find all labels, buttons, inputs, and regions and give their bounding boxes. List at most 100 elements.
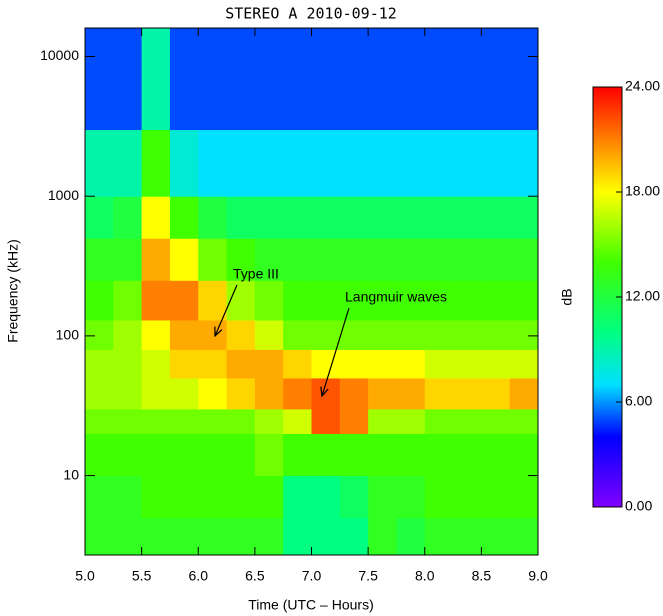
- heatmap-cell: [170, 238, 199, 281]
- heatmap-cell: [170, 518, 199, 556]
- heatmap-cell: [340, 238, 369, 281]
- heatmap-cell: [283, 238, 312, 281]
- heatmap-cell: [510, 378, 539, 409]
- heatmap-cell: [170, 476, 199, 519]
- heatmap-cell: [142, 476, 171, 519]
- y-tick-label: 10: [63, 466, 79, 482]
- heatmap-cell: [255, 28, 284, 130]
- heatmap-cell: [481, 320, 510, 350]
- heatmap-cell: [453, 349, 482, 378]
- heatmap-cell: [142, 196, 171, 239]
- heatmap-cell: [198, 476, 227, 519]
- heatmap-cell: [227, 196, 256, 239]
- heatmap-cell: [453, 196, 482, 239]
- heatmap-cell: [142, 28, 171, 130]
- heatmap-cell: [142, 518, 171, 556]
- heatmap-cell: [368, 434, 397, 477]
- colorbar-label: dB: [559, 288, 575, 305]
- heatmap-cell: [142, 238, 171, 281]
- heatmap-cell: [510, 238, 539, 281]
- heatmap-cell: [368, 238, 397, 281]
- heatmap-cell: [340, 434, 369, 477]
- heatmap: [85, 28, 539, 556]
- heatmap-cell: [283, 130, 312, 197]
- heatmap-cell: [170, 320, 199, 350]
- heatmap-cell: [481, 409, 510, 434]
- heatmap-cell: [227, 320, 256, 350]
- heatmap-cell: [481, 238, 510, 281]
- heatmap-cell: [312, 28, 341, 130]
- heatmap-cell: [396, 518, 425, 556]
- heatmap-cell: [255, 280, 284, 320]
- heatmap-cell: [312, 320, 341, 350]
- heatmap-cell: [283, 280, 312, 320]
- heatmap-cell: [481, 378, 510, 409]
- heatmap-cell: [255, 130, 284, 197]
- heatmap-cell: [396, 130, 425, 197]
- heatmap-cell: [340, 409, 369, 434]
- heatmap-cell: [85, 349, 114, 378]
- heatmap-cell: [312, 349, 341, 378]
- heatmap-cell: [170, 409, 199, 434]
- heatmap-cell: [453, 28, 482, 130]
- heatmap-cell: [85, 409, 114, 434]
- annotation: Type III: [233, 266, 279, 282]
- x-tick-label: 8.0: [415, 568, 435, 584]
- heatmap-cell: [198, 28, 227, 130]
- heatmap-cell: [453, 320, 482, 350]
- heatmap-cell: [113, 378, 142, 409]
- heatmap-cell: [425, 28, 454, 130]
- heatmap-cell: [283, 409, 312, 434]
- x-tick-label: 9.0: [528, 568, 548, 584]
- heatmap-cell: [396, 238, 425, 281]
- heatmap-cell: [510, 476, 539, 519]
- heatmap-cell: [85, 476, 114, 519]
- colorbar-tick-label: 18.00: [625, 183, 660, 199]
- x-tick-label: 5.5: [132, 568, 152, 584]
- heatmap-cell: [396, 434, 425, 477]
- heatmap-cell: [510, 130, 539, 197]
- heatmap-cell: [368, 476, 397, 519]
- heatmap-cell: [425, 434, 454, 477]
- heatmap-cell: [142, 378, 171, 409]
- heatmap-cell: [255, 518, 284, 556]
- heatmap-cell: [170, 349, 199, 378]
- heatmap-cell: [142, 409, 171, 434]
- x-tick-label: 6.0: [189, 568, 209, 584]
- heatmap-cell: [368, 349, 397, 378]
- heatmap-cell: [340, 28, 369, 130]
- heatmap-cell: [227, 349, 256, 378]
- chart-title: STEREO A 2010-09-12: [225, 5, 397, 23]
- heatmap-cell: [113, 349, 142, 378]
- heatmap-cell: [312, 238, 341, 281]
- heatmap-cell: [481, 518, 510, 556]
- heatmap-cell: [85, 130, 114, 197]
- colorbar-tick-label: 6.00: [625, 393, 652, 409]
- heatmap-cell: [142, 349, 171, 378]
- heatmap-cell: [340, 518, 369, 556]
- heatmap-cell: [368, 320, 397, 350]
- heatmap-cell: [312, 280, 341, 320]
- heatmap-cell: [170, 196, 199, 239]
- heatmap-cell: [283, 28, 312, 130]
- heatmap-cell: [481, 280, 510, 320]
- colorbar-tick-label: 0.00: [625, 498, 652, 514]
- heatmap-cell: [113, 434, 142, 477]
- heatmap-cell: [481, 28, 510, 130]
- heatmap-cell: [368, 518, 397, 556]
- heatmap-cell: [85, 238, 114, 281]
- heatmap-cell: [227, 434, 256, 477]
- heatmap-cell: [283, 320, 312, 350]
- heatmap-cell: [453, 518, 482, 556]
- heatmap-cell: [113, 476, 142, 519]
- heatmap-cell: [142, 320, 171, 350]
- heatmap-cell: [340, 130, 369, 197]
- heatmap-cell: [481, 434, 510, 477]
- heatmap-cell: [113, 280, 142, 320]
- heatmap-cell: [85, 196, 114, 239]
- heatmap-cell: [198, 518, 227, 556]
- heatmap-cell: [283, 349, 312, 378]
- heatmap-cell: [312, 434, 341, 477]
- y-tick-label: 10000: [40, 47, 79, 63]
- heatmap-cell: [396, 320, 425, 350]
